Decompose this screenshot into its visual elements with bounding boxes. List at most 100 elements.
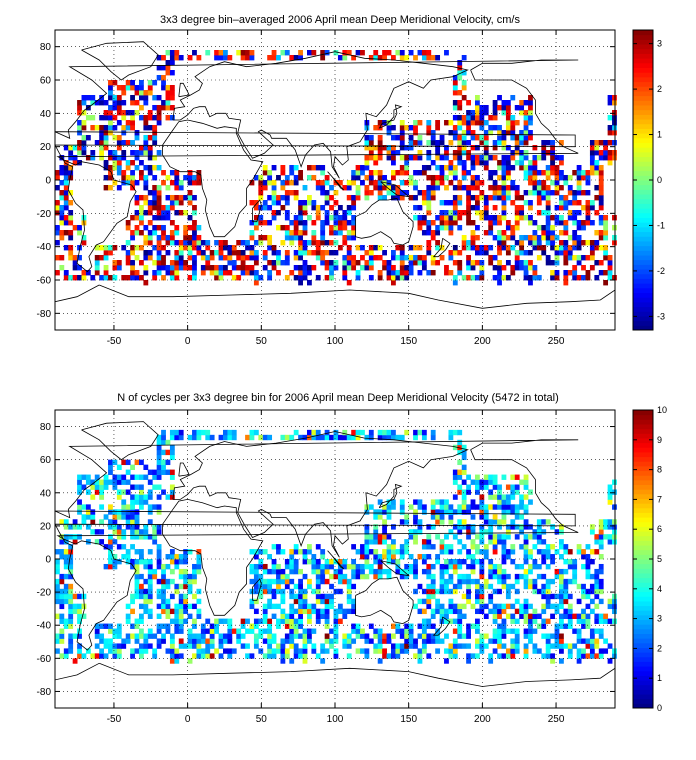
- bin-cell: [125, 519, 131, 525]
- bin-cell: [581, 265, 586, 271]
- coastline: [162, 119, 264, 238]
- bin-cell: [399, 135, 405, 141]
- bin-cell: [430, 608, 436, 615]
- bin-cell: [262, 583, 268, 590]
- colorbar-segment: [633, 619, 653, 625]
- bin-cell: [218, 55, 224, 61]
- bin-cell: [289, 578, 295, 585]
- bin-cell: [510, 509, 516, 515]
- bin-cell: [603, 648, 609, 654]
- bin-cell: [315, 240, 321, 246]
- bin-cell: [108, 563, 113, 570]
- bin-cell: [550, 230, 555, 236]
- bin-cell: [139, 489, 144, 495]
- bin-cell: [161, 638, 166, 644]
- bin-cell: [165, 563, 171, 570]
- bin-cell: [125, 220, 131, 226]
- bin-cell: [214, 250, 219, 256]
- bin-cell: [192, 260, 197, 266]
- colorbar-tick-label: 4: [657, 584, 662, 594]
- colorbar-segment: [633, 484, 653, 490]
- bin-cell: [289, 180, 295, 186]
- bin-cell: [421, 165, 427, 171]
- bin-cell: [421, 643, 427, 649]
- bin-cell: [276, 578, 281, 585]
- bin-cell: [192, 195, 197, 201]
- bin-cell: [421, 215, 427, 221]
- bin-cell: [68, 220, 74, 226]
- bin-cell: [63, 245, 69, 251]
- coastline: [432, 616, 451, 636]
- bin-cell: [594, 643, 600, 649]
- bin-cell: [143, 648, 149, 654]
- bin-cell: [112, 155, 118, 161]
- bin-cell: [391, 175, 396, 181]
- bin-cell: [399, 648, 405, 654]
- bin-cell: [612, 120, 617, 126]
- bin-cell: [262, 255, 268, 261]
- bin-cell: [165, 85, 171, 91]
- bin-cell: [271, 613, 277, 619]
- bin-cell: [161, 573, 166, 580]
- bin-cell: [514, 509, 520, 515]
- bin-cell: [492, 474, 498, 480]
- bin-cell: [253, 225, 259, 231]
- bin-cell: [337, 180, 343, 186]
- bin-cell: [81, 100, 87, 106]
- bin-cell: [99, 529, 105, 535]
- bin-cell: [528, 215, 533, 221]
- bin-cell: [448, 514, 454, 520]
- bin-cell: [68, 534, 74, 540]
- bin-cell: [249, 270, 255, 276]
- bin-cell: [121, 170, 127, 176]
- bin-cell: [514, 573, 520, 580]
- bin-cell: [346, 235, 352, 241]
- bin-cell: [258, 185, 264, 191]
- bin-cell: [594, 588, 600, 595]
- bin-cell: [192, 265, 197, 271]
- bin-cell: [125, 255, 131, 261]
- bin-cell: [161, 578, 166, 585]
- bin-cell: [72, 160, 78, 166]
- bin-cell: [470, 499, 476, 505]
- bin-cell: [116, 648, 122, 654]
- bin-cell: [598, 628, 604, 634]
- bin-cell: [497, 504, 502, 510]
- bin-cell: [523, 140, 529, 146]
- bin-cell: [510, 638, 516, 644]
- bin-cell: [183, 568, 189, 575]
- bin-cell: [435, 225, 441, 231]
- bin-cell: [271, 578, 277, 585]
- bin-cell: [178, 593, 184, 600]
- bin-cell: [391, 160, 396, 166]
- bin-cell: [139, 260, 144, 266]
- bin-cell: [315, 613, 321, 619]
- bin-cell: [143, 95, 149, 101]
- bin-cell: [147, 633, 153, 639]
- bin-cell: [510, 618, 516, 624]
- bin-cell: [430, 593, 436, 600]
- bin-cell: [174, 628, 180, 634]
- bin-cell: [351, 598, 357, 605]
- bin-cell: [276, 544, 281, 550]
- bin-cell: [196, 429, 202, 436]
- bin-cell: [368, 568, 374, 575]
- bin-cell: [479, 270, 485, 276]
- bin-cell: [541, 235, 547, 241]
- bin-cell: [85, 135, 91, 141]
- bin-cell: [466, 563, 471, 570]
- bin-cell: [382, 633, 387, 639]
- bin-cell: [492, 105, 498, 111]
- bin-cell: [572, 215, 578, 221]
- bin-cell: [435, 499, 441, 505]
- bin-cell: [528, 583, 533, 590]
- bin-cell: [377, 245, 383, 251]
- bin-cell: [192, 50, 197, 56]
- bin-cell: [139, 195, 144, 201]
- bin-cell: [249, 628, 255, 634]
- bin-cell: [461, 245, 467, 251]
- bin-cell: [355, 623, 361, 629]
- bin-cell: [134, 130, 140, 136]
- bin-cell: [267, 235, 273, 241]
- bin-cell: [386, 50, 392, 56]
